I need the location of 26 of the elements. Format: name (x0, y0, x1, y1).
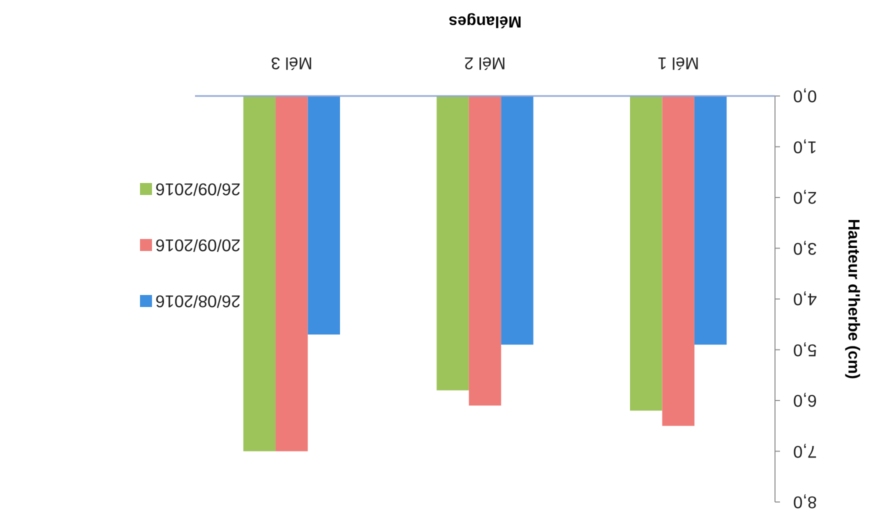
y-tick-label: 5,0 (793, 340, 817, 360)
x-tick-label: Mél 3 (270, 54, 312, 72)
bar (694, 96, 727, 345)
bar (630, 96, 662, 411)
legend-label: 26/09/2016 (155, 180, 241, 198)
y-tick-label: 3,0 (793, 238, 817, 258)
legend-label: 26/08/2016 (155, 292, 241, 310)
y-tick-label: 8,0 (793, 492, 817, 512)
bar (501, 96, 534, 345)
y-tick-label: 2,0 (793, 188, 817, 207)
y-tick-label: 1,0 (793, 137, 817, 156)
x-axis-title: Mélanges (448, 12, 522, 30)
bar (436, 96, 469, 390)
x-tick-label: Mél 1 (658, 54, 700, 72)
y-tick-label: 6,0 (793, 391, 817, 410)
bar (468, 96, 502, 406)
legend-label: 20/09/2016 (155, 236, 241, 254)
bar (308, 96, 340, 335)
y-axis-title: Hauteur d'herbe (cm) (844, 218, 862, 380)
x-tick-label: Mél 2 (464, 54, 506, 72)
y-tick-label: 0,0 (793, 86, 817, 106)
bar (243, 96, 276, 452)
y-tick-label: 4,0 (793, 290, 817, 308)
bar (276, 96, 308, 452)
bar (662, 96, 694, 426)
y-tick-label: 7,0 (793, 442, 817, 461)
